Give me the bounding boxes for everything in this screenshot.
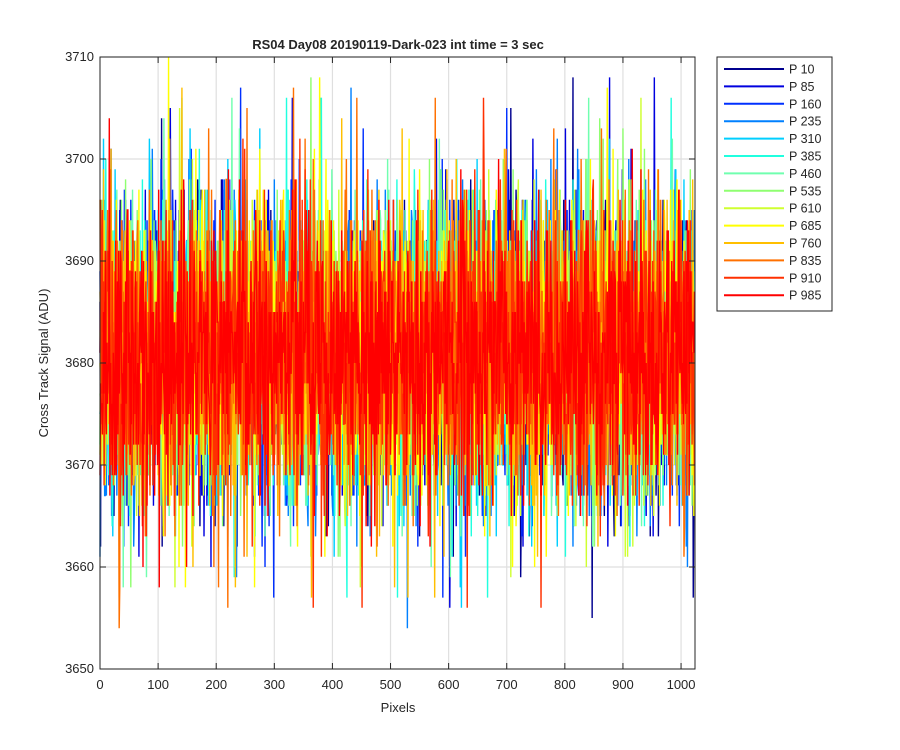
y-axis-label: Cross Track Signal (ADU) [36, 289, 51, 438]
legend-box [716, 56, 833, 312]
legend-label: P 535 [789, 184, 821, 198]
x-tick-label: 0 [96, 677, 103, 692]
legend-label: P 610 [789, 202, 821, 216]
y-tick-label: 3670 [65, 457, 94, 472]
axis-ticks: 0 100 200 300 400 500 600 700 800 900 1000 3650 3660… [65, 49, 695, 692]
y-tick-label: 3690 [65, 253, 94, 268]
x-tick-label: 700 [496, 677, 518, 692]
legend-label: P 385 [789, 150, 821, 164]
chart-title: RS04 Day08 20190119-Dark-023 int time = … [252, 37, 544, 52]
legend-label: P 985 [789, 289, 821, 303]
y-tick-label: 3680 [65, 355, 94, 370]
legend-label: P 235 [789, 115, 821, 129]
y-tick-label: 3650 [65, 661, 94, 676]
x-tick-label: 900 [612, 677, 634, 692]
series-line-p985 [99, 118, 696, 588]
x-tick-label: 100 [147, 677, 169, 692]
legend-label: P 910 [789, 271, 821, 285]
legend: P 10 P 85 P 160 P 235 P 310 P 385 P 460 P 535 P … [716, 56, 833, 312]
legend-label: P 310 [789, 132, 821, 146]
legend-label: P 10 [789, 63, 815, 77]
legend-label: P 460 [789, 167, 821, 181]
x-tick-label: 500 [380, 677, 402, 692]
legend-label: P 160 [789, 97, 821, 111]
x-tick-label: 600 [438, 677, 460, 692]
legend-label: P 85 [789, 80, 815, 94]
legend-label: P 835 [789, 254, 821, 268]
y-tick-label: 3700 [65, 151, 94, 166]
series-lines [99, 56, 696, 629]
x-tick-label: 200 [205, 677, 227, 692]
y-tick-label: 3710 [65, 49, 94, 64]
x-tick-label: 800 [554, 677, 576, 692]
x-tick-label: 300 [263, 677, 285, 692]
legend-label: P 760 [789, 237, 821, 251]
y-tick-label: 3660 [65, 559, 94, 574]
x-axis-label: Pixels [381, 700, 416, 715]
legend-label: P 685 [789, 219, 821, 233]
x-tick-label: 1000 [667, 677, 696, 692]
x-tick-label: 400 [322, 677, 344, 692]
